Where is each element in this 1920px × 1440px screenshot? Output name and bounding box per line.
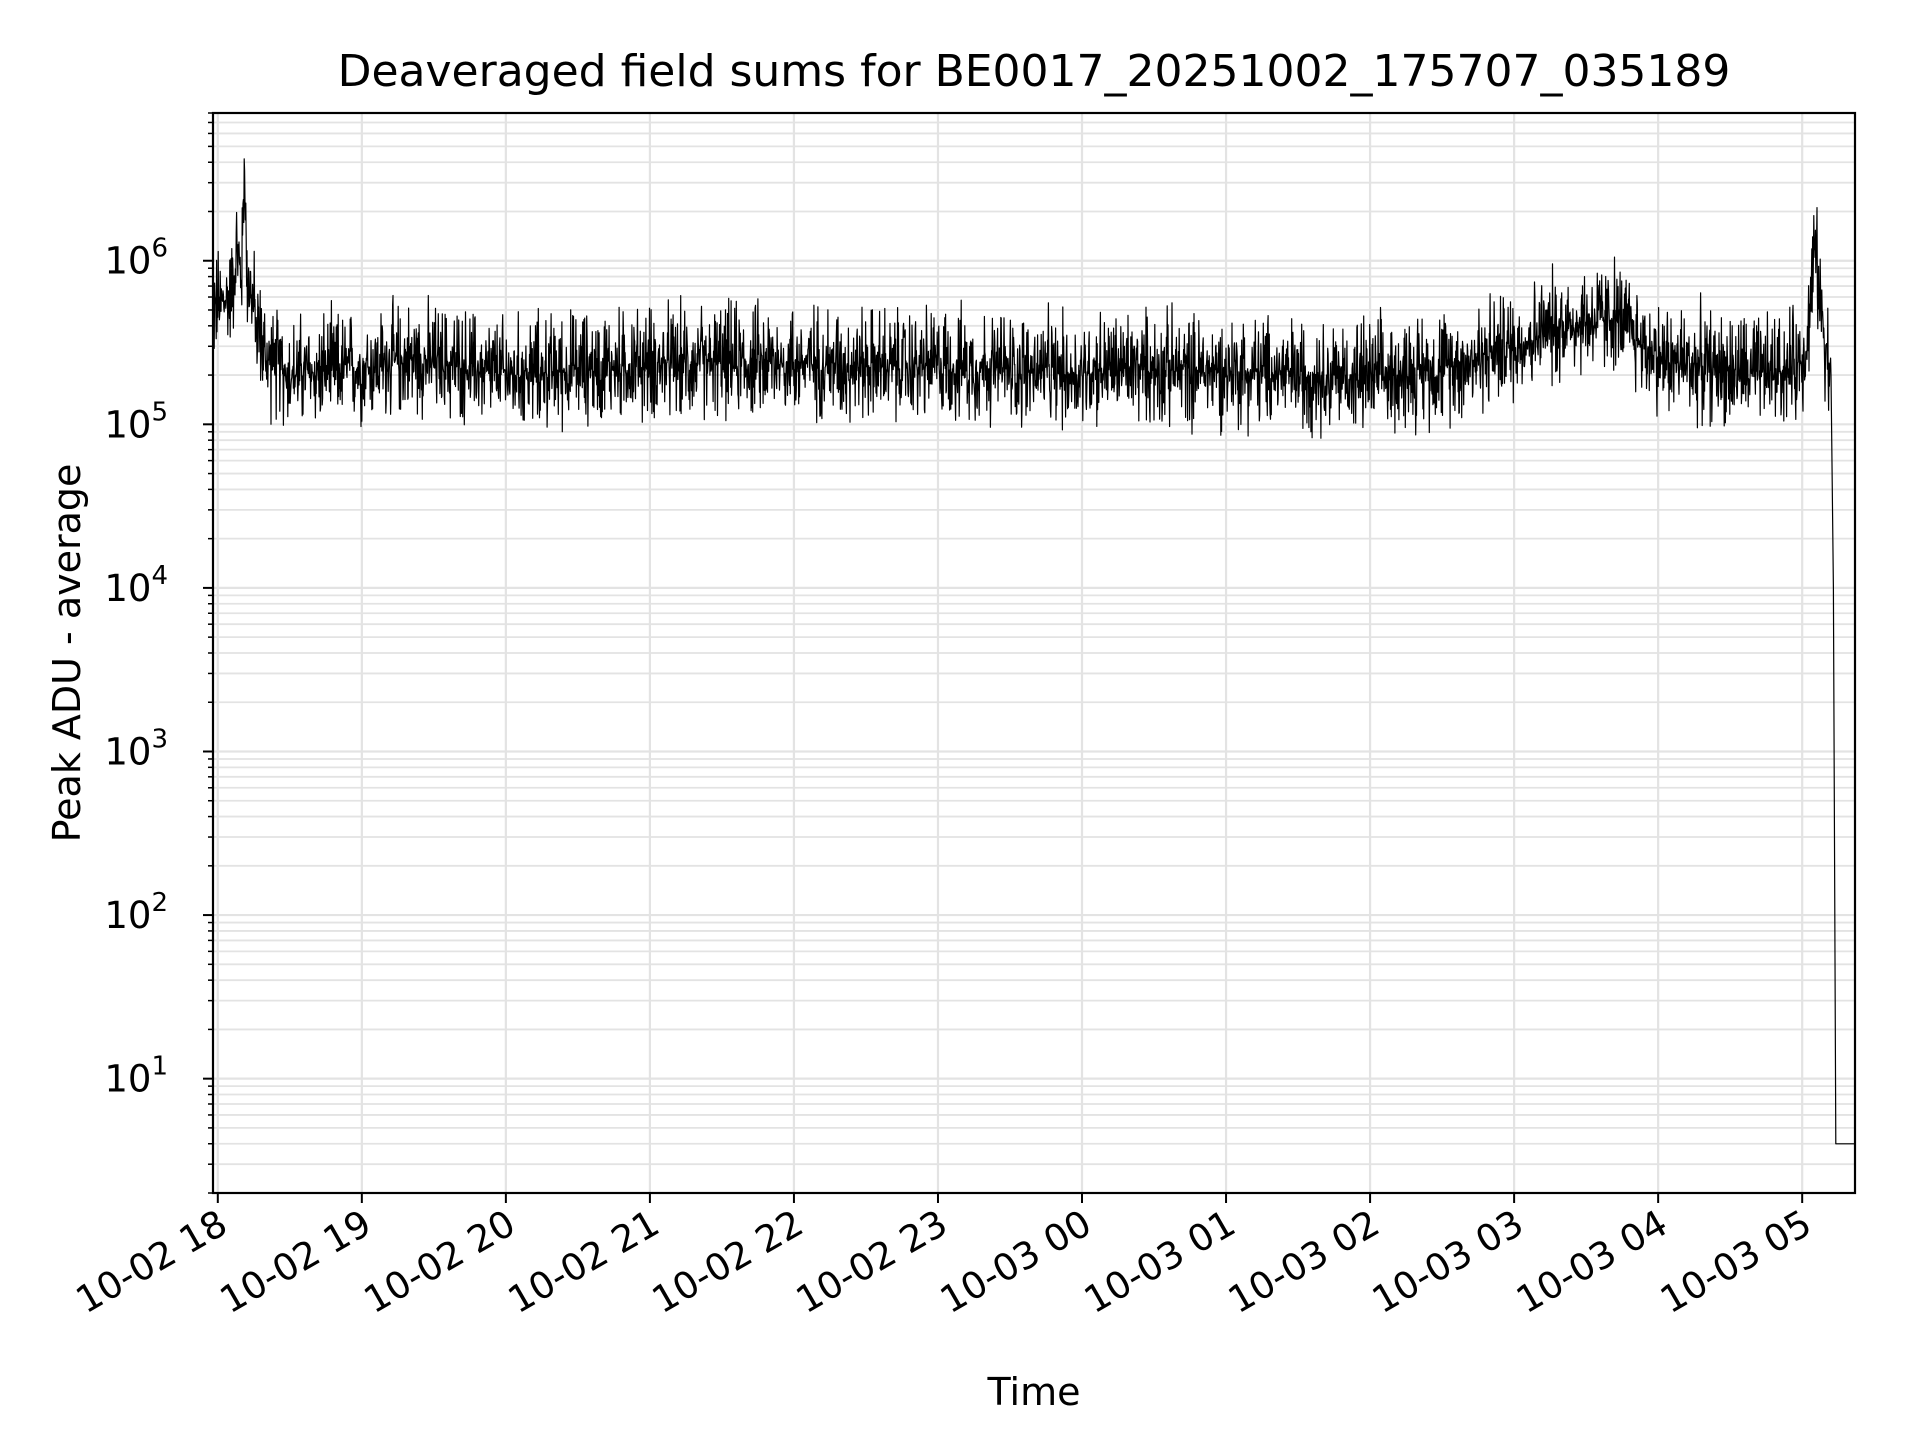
- y-tick-base: 10: [104, 403, 151, 446]
- series-line: [212, 158, 1856, 1145]
- x-tick-label: 10-03 05: [1653, 1202, 1819, 1322]
- x-tick-label: 10-02 23: [789, 1202, 955, 1322]
- y-tick-base: 10: [104, 894, 151, 937]
- x-tick-label: 10-02 22: [645, 1202, 811, 1322]
- y-tick-exponent: 5: [151, 397, 168, 427]
- y-tick-label: 104: [104, 561, 168, 610]
- x-axis-label: Time: [987, 1370, 1081, 1414]
- y-tick-base: 10: [104, 240, 151, 283]
- y-tick-exponent: 6: [151, 234, 168, 264]
- x-tick-label: 10-03 00: [933, 1202, 1099, 1322]
- ticks: [203, 112, 1804, 1203]
- x-tick-label: 10-02 20: [357, 1202, 523, 1322]
- x-tick-label: 10-03 03: [1365, 1202, 1531, 1322]
- y-tick-label: 101: [104, 1052, 168, 1101]
- y-tick-exponent: 3: [151, 724, 168, 754]
- x-tick-label: 10-03 02: [1221, 1202, 1387, 1322]
- series-layer: [212, 158, 1856, 1145]
- x-tick-label: 10-02 18: [69, 1202, 235, 1322]
- y-tick-base: 10: [104, 567, 151, 610]
- y-tick-base: 10: [104, 1058, 151, 1101]
- x-tick-label: 10-02 21: [501, 1202, 667, 1322]
- x-tick-label: 10-02 19: [213, 1202, 379, 1322]
- y-tick-label: 106: [104, 234, 168, 283]
- y-tick-label: 102: [104, 888, 168, 937]
- y-axis-label: Peak ADU - average: [45, 464, 89, 843]
- y-tick-exponent: 1: [151, 1052, 168, 1082]
- y-tick-label: 105: [104, 397, 168, 446]
- y-tick-base: 10: [104, 730, 151, 773]
- x-tick-label: 10-03 04: [1509, 1202, 1675, 1322]
- chart-title: Deaveraged field sums for BE0017_2025100…: [338, 46, 1731, 97]
- y-tick-label: 103: [104, 724, 168, 773]
- y-tick-exponent: 4: [151, 561, 168, 591]
- x-tick-label: 10-03 01: [1077, 1202, 1243, 1322]
- y-tick-exponent: 2: [151, 888, 168, 918]
- grid: [213, 112, 1855, 1194]
